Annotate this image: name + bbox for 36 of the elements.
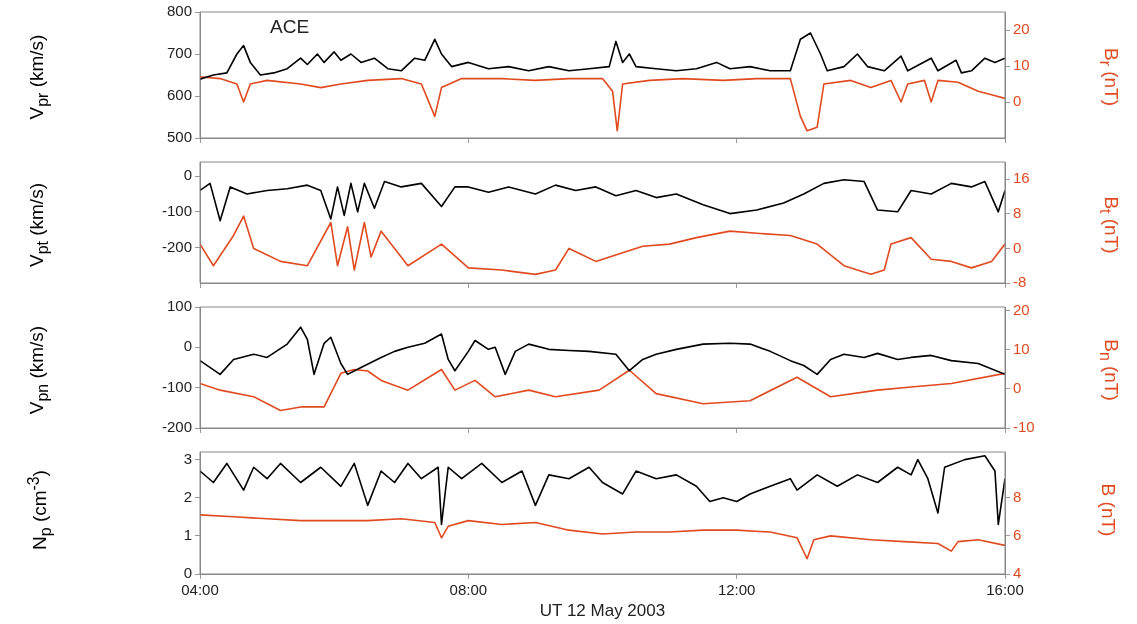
y-tick-label: 3 xyxy=(183,449,192,467)
y2-tick-label: -8 xyxy=(1013,273,1027,291)
y2-tick-label: 0 xyxy=(1013,238,1022,256)
y-tick-label: 500 xyxy=(166,128,192,146)
y2-axis-title: B (nT) xyxy=(1097,483,1119,537)
y-tick-label: -200 xyxy=(161,418,192,436)
x-tick-label: 08:00 xyxy=(449,581,488,599)
y2-tick-label: 16 xyxy=(1013,169,1030,187)
y2-tick-label: 10 xyxy=(1013,56,1030,74)
y2-tick-label: -10 xyxy=(1013,418,1035,436)
y-tick-label: 0 xyxy=(183,564,192,582)
y-tick-label: 0 xyxy=(183,337,192,355)
y2-tick-label: 8 xyxy=(1013,487,1022,505)
y-tick-label: 2 xyxy=(183,487,192,505)
y-tick-label: 600 xyxy=(166,86,192,104)
y-tick-label: 0 xyxy=(183,166,192,184)
x-tick-label: 16:00 xyxy=(986,581,1024,599)
y2-tick-label: 0 xyxy=(1013,379,1022,397)
y2-tick-label: 0 xyxy=(1013,92,1022,110)
x-tick-label: 04:00 xyxy=(181,581,219,599)
y2-tick-label: 6 xyxy=(1013,526,1022,544)
x-tick-label: 12:00 xyxy=(717,581,756,599)
y2-tick-label: 20 xyxy=(1013,20,1030,38)
y-tick-label: 800 xyxy=(166,2,192,20)
x-axis-title: UT 12 May 2003 xyxy=(539,601,666,621)
y-tick-label: 1 xyxy=(183,526,192,544)
y2-tick-label: 4 xyxy=(1013,564,1022,582)
y-tick-label: 700 xyxy=(166,44,192,62)
y2-tick-label: 8 xyxy=(1013,204,1022,221)
y-tick-label: -200 xyxy=(161,237,192,255)
y-tick-label: -100 xyxy=(161,377,192,395)
y-tick-label: -100 xyxy=(161,201,192,219)
y-tick-label: 100 xyxy=(166,297,192,315)
y2-tick-label: 20 xyxy=(1013,301,1030,319)
y2-tick-label: 10 xyxy=(1013,340,1030,358)
annotation: ACE xyxy=(270,15,310,37)
